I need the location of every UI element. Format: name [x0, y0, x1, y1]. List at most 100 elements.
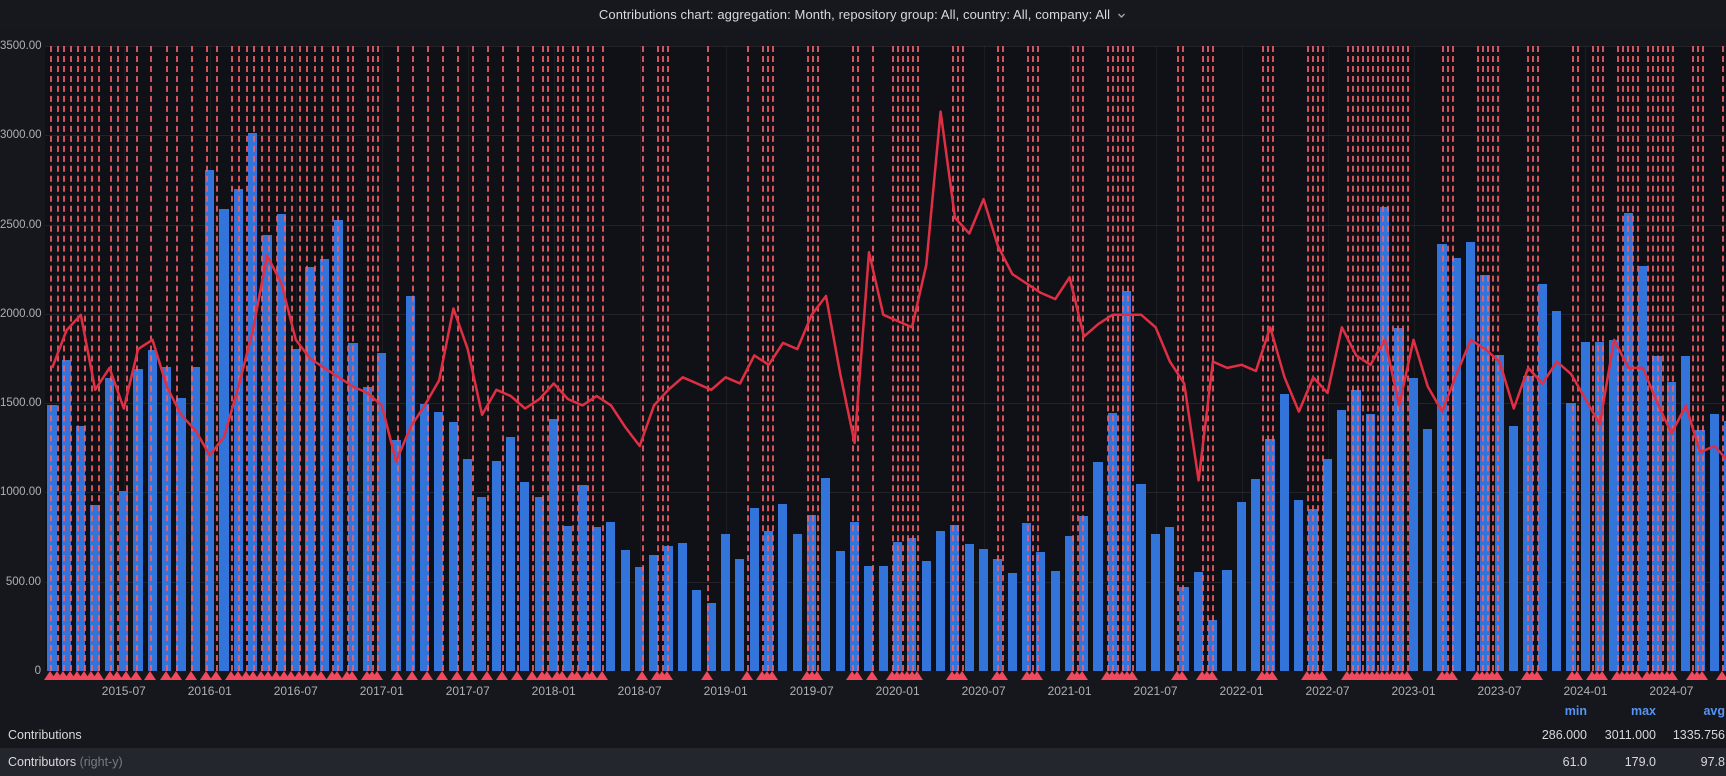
annotation-marker[interactable] — [1631, 671, 1644, 680]
annotation-marker[interactable] — [231, 671, 244, 680]
annotation-marker[interactable] — [451, 671, 463, 680]
annotation-marker[interactable] — [64, 671, 77, 680]
annotation-marker[interactable] — [255, 671, 267, 680]
annotation-marker[interactable] — [278, 671, 291, 680]
annotation-marker[interactable] — [480, 671, 493, 680]
annotation-marker[interactable] — [1571, 671, 1584, 680]
annotation-marker[interactable] — [169, 671, 182, 680]
annotation-line — [1477, 46, 1480, 671]
annotation-marker[interactable] — [1205, 671, 1218, 680]
annotation-marker[interactable] — [420, 671, 433, 680]
annotation-marker[interactable] — [1030, 671, 1043, 680]
annotation-marker[interactable] — [104, 671, 117, 680]
annotation-marker[interactable] — [56, 671, 69, 680]
annotation-marker[interactable] — [185, 671, 198, 680]
annotation-marker[interactable] — [595, 671, 608, 680]
annotation-marker[interactable] — [1400, 671, 1413, 680]
legend-header-min[interactable]: min — [1564, 704, 1587, 718]
annotation-marker[interactable] — [307, 671, 320, 680]
annotation-marker[interactable] — [70, 671, 83, 680]
annotation-marker[interactable] — [910, 671, 923, 680]
annotation-marker[interactable] — [585, 671, 598, 680]
annotation-marker[interactable] — [292, 671, 305, 680]
annotation-marker[interactable] — [315, 671, 328, 680]
annotation-marker[interactable] — [766, 671, 779, 680]
legend-label-contributors[interactable]: Contributors (right-y) — [8, 755, 123, 769]
annotation-marker[interactable] — [1695, 671, 1708, 680]
annotation-marker[interactable] — [1076, 671, 1088, 680]
annotation-marker[interactable] — [50, 671, 63, 680]
annotation-marker[interactable] — [1715, 671, 1726, 680]
panel-title-bar[interactable]: Contributions chart: aggregation: Month,… — [0, 0, 1726, 28]
annotation-marker[interactable] — [635, 671, 648, 680]
contribution-bar — [1494, 354, 1504, 671]
contribution-bar — [319, 259, 329, 671]
annotation-marker[interactable] — [1531, 671, 1544, 680]
legend-row-contributions[interactable]: Contributions 286.000 3011.000 1335.756 — [0, 722, 1726, 748]
annotation-marker[interactable] — [240, 671, 253, 680]
annotation-marker[interactable] — [1491, 671, 1504, 680]
annotation-marker[interactable] — [225, 671, 238, 680]
annotation-marker[interactable] — [345, 671, 358, 680]
annotation-marker[interactable] — [44, 671, 57, 680]
annotation-marker[interactable] — [556, 671, 569, 680]
annotation-marker[interactable] — [700, 671, 713, 680]
annotation-marker[interactable] — [200, 671, 213, 680]
grid-line-h — [45, 313, 1726, 315]
annotation-marker[interactable] — [129, 671, 142, 680]
legend-row-contributors[interactable]: Contributors (right-y) 61.0 179.0 97.8 — [0, 748, 1726, 776]
annotation-marker[interactable] — [511, 671, 524, 680]
annotation-marker[interactable] — [740, 671, 753, 680]
annotation-marker[interactable] — [91, 671, 104, 680]
annotation-marker[interactable] — [144, 671, 157, 680]
annotation-marker[interactable] — [405, 671, 418, 680]
annotation-marker[interactable] — [370, 671, 383, 680]
annotation-marker[interactable] — [1666, 671, 1679, 680]
annotation-marker[interactable] — [1176, 671, 1189, 680]
annotation-line — [1346, 46, 1349, 671]
chevron-down-icon[interactable] — [1116, 11, 1127, 20]
contribution-bar — [1179, 587, 1189, 671]
annotation-line — [1497, 46, 1500, 671]
plot-canvas[interactable] — [45, 46, 1726, 671]
annotation-marker[interactable] — [330, 671, 343, 680]
annotation-marker[interactable] — [1596, 671, 1609, 680]
annotation-marker[interactable] — [269, 671, 282, 680]
annotation-marker[interactable] — [262, 671, 275, 680]
annotation-line — [83, 46, 86, 671]
annotation-marker[interactable] — [284, 671, 297, 680]
legend-label-contributions[interactable]: Contributions — [8, 728, 82, 742]
annotation-marker[interactable] — [1445, 671, 1458, 680]
annotation-marker[interactable] — [1125, 671, 1138, 680]
annotation-marker[interactable] — [120, 671, 133, 680]
annotation-marker[interactable] — [246, 671, 259, 680]
annotation-marker[interactable] — [850, 671, 863, 680]
annotation-marker[interactable] — [525, 671, 538, 680]
contribution-bar — [462, 459, 473, 671]
annotation-marker[interactable] — [436, 671, 449, 680]
annotation-marker[interactable] — [160, 671, 173, 680]
legend-header-avg[interactable]: avg — [1703, 704, 1725, 718]
annotation-marker[interactable] — [866, 671, 879, 680]
annotation-marker[interactable] — [391, 671, 403, 680]
annotation-marker[interactable] — [110, 671, 123, 680]
annotation-marker[interactable] — [540, 671, 553, 680]
annotation-marker[interactable] — [955, 671, 968, 680]
annotation-marker[interactable] — [660, 671, 673, 680]
annotation-marker[interactable] — [209, 671, 222, 680]
annotation-marker[interactable] — [465, 671, 478, 680]
annotation-line — [1721, 46, 1724, 671]
legend-header-max[interactable]: max — [1630, 704, 1656, 718]
annotation-marker[interactable] — [1265, 671, 1278, 680]
annotation-marker[interactable] — [995, 671, 1008, 680]
annotation-marker[interactable] — [77, 671, 90, 680]
annotation-marker[interactable] — [85, 671, 98, 680]
annotation-marker[interactable] — [571, 671, 584, 680]
legend-min-value: 286.000 — [1541, 728, 1587, 742]
annotation-marker[interactable] — [496, 671, 509, 680]
annotation-marker[interactable] — [1316, 671, 1329, 680]
legend-table: min max avg Contributions 286.000 3011.0… — [0, 700, 1726, 776]
annotation-marker[interactable] — [810, 671, 823, 680]
annotation-marker[interactable] — [300, 671, 313, 680]
annotation-line — [1377, 46, 1380, 671]
